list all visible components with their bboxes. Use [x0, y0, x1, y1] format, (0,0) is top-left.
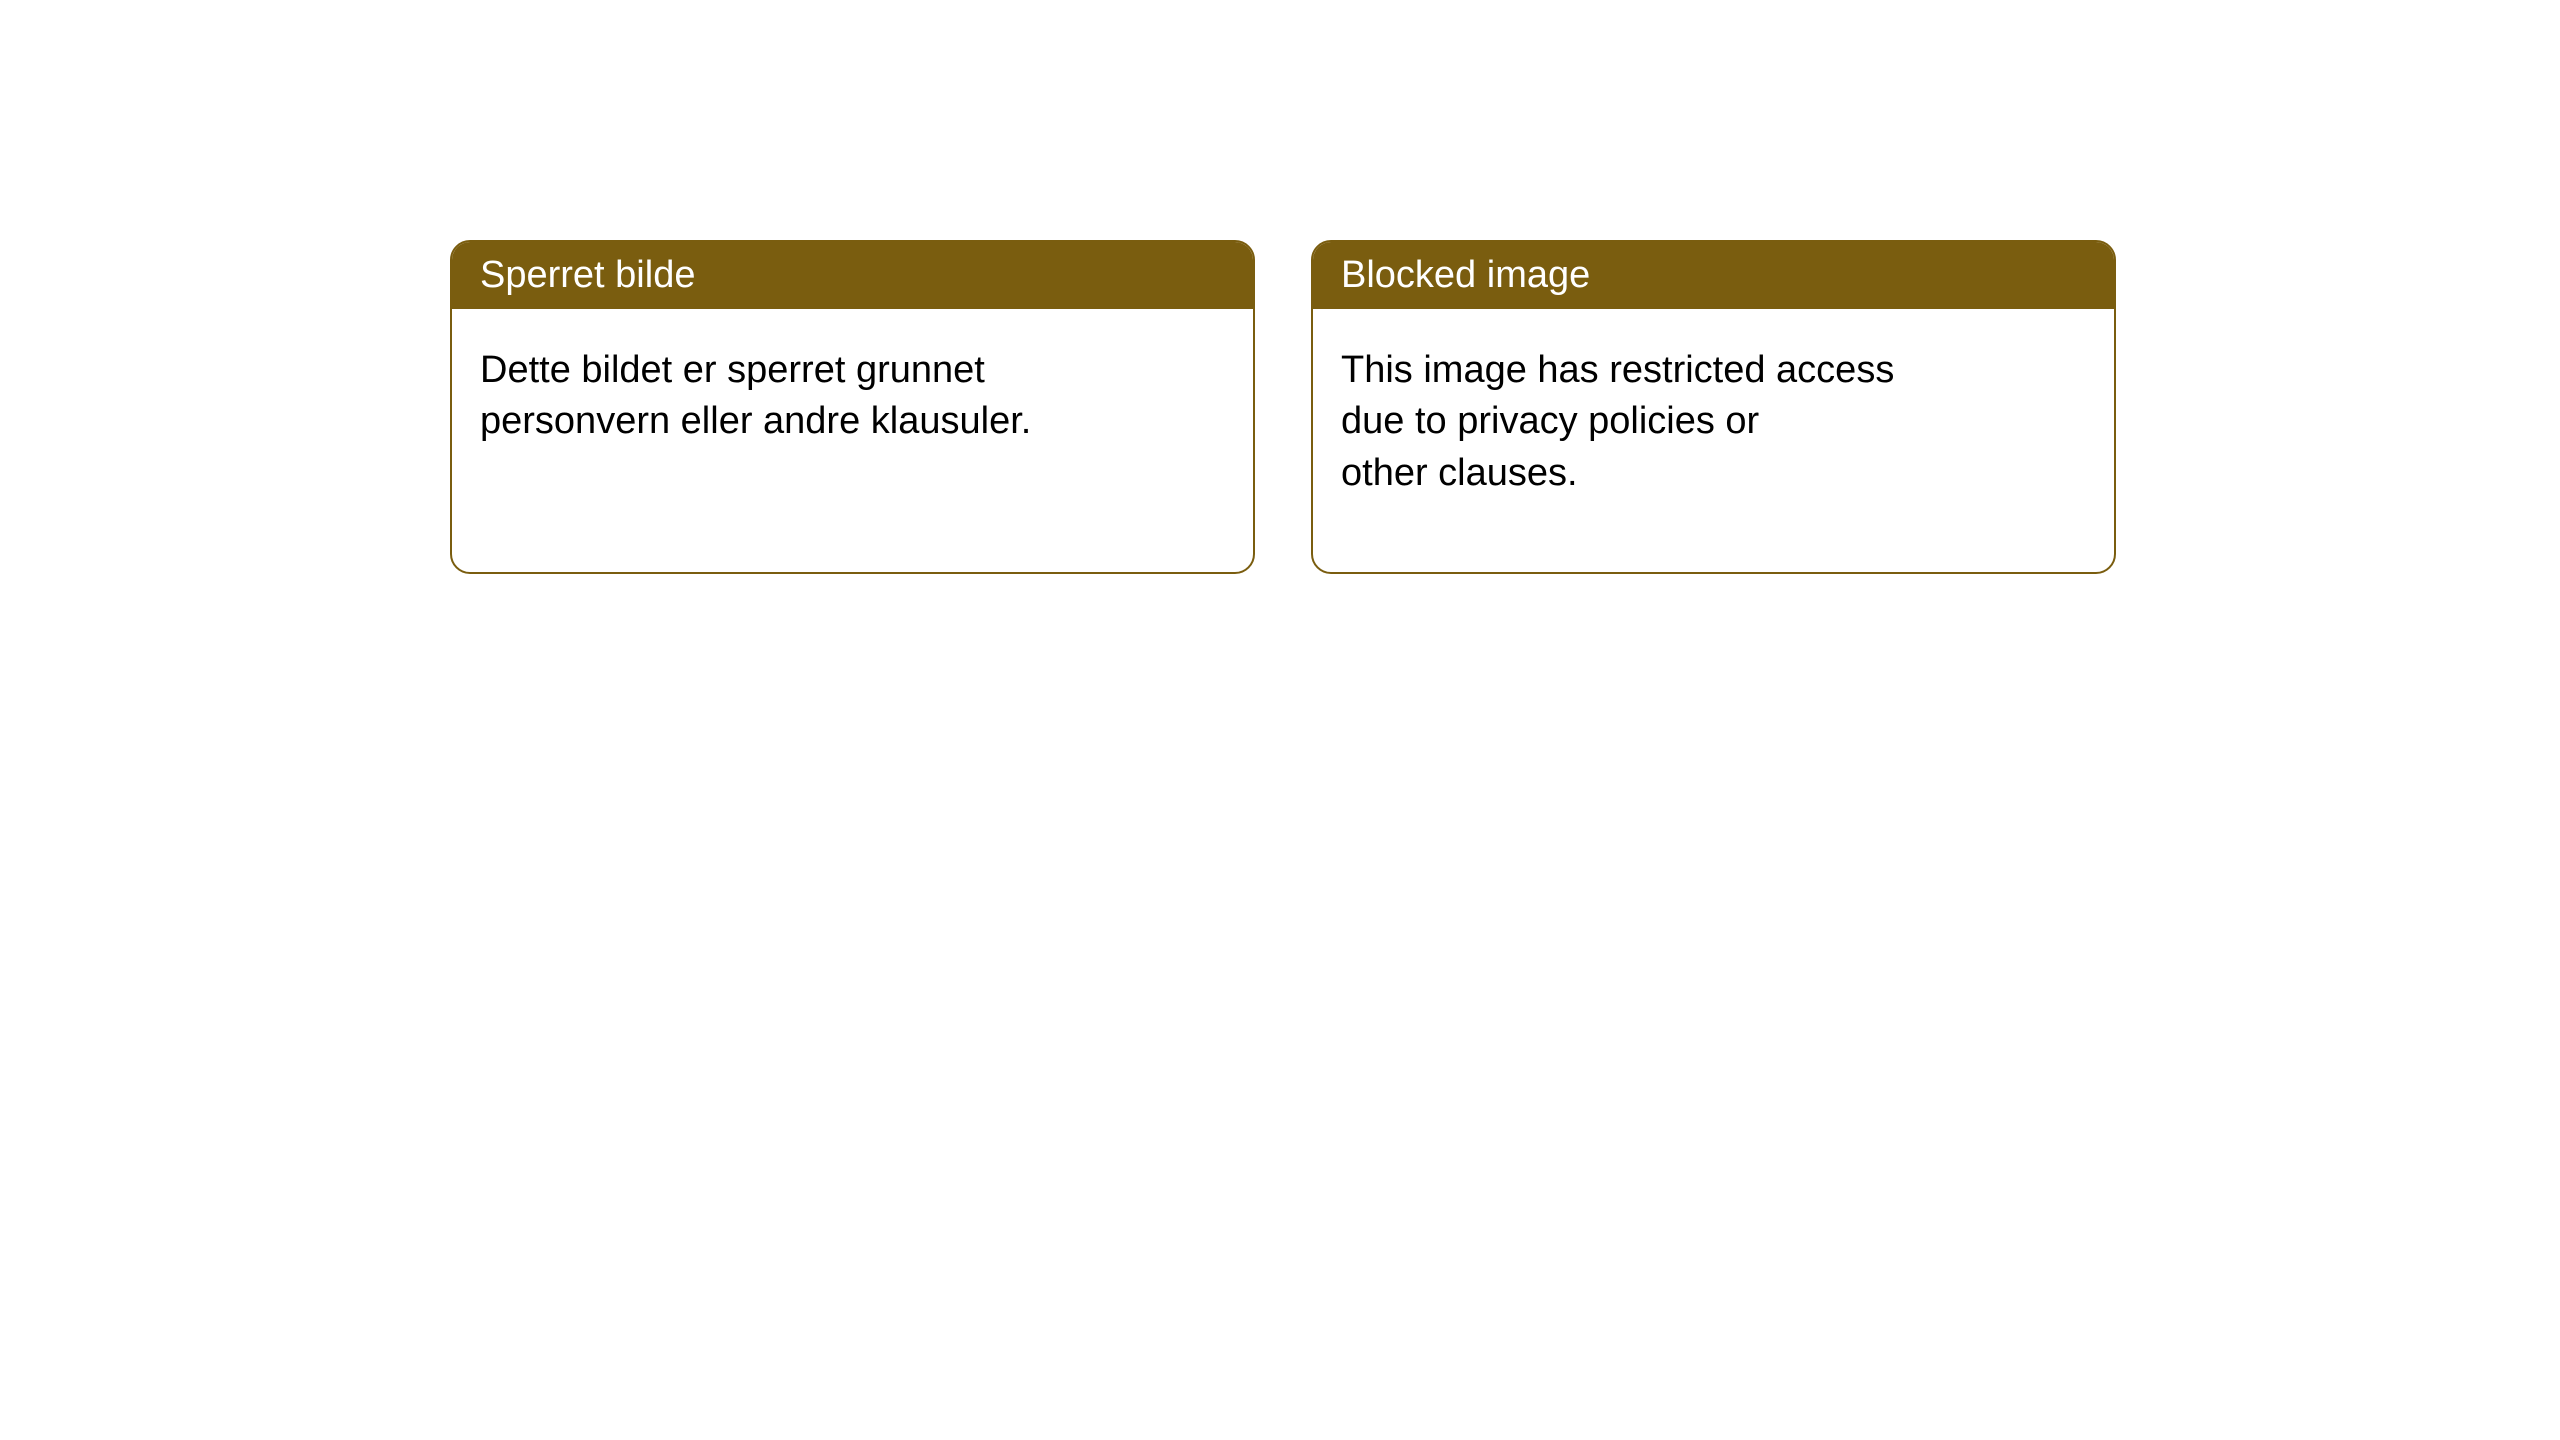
cards-container: Sperret bilde Dette bildet er sperret gr… [0, 0, 2560, 574]
blocked-image-card-en: Blocked image This image has restricted … [1311, 240, 2116, 574]
card-header-en: Blocked image [1313, 242, 2114, 309]
card-body-en: This image has restricted access due to … [1313, 309, 2114, 535]
card-header-no: Sperret bilde [452, 242, 1253, 309]
blocked-image-card-no: Sperret bilde Dette bildet er sperret gr… [450, 240, 1255, 574]
card-body-no: Dette bildet er sperret grunnet personve… [452, 309, 1253, 484]
